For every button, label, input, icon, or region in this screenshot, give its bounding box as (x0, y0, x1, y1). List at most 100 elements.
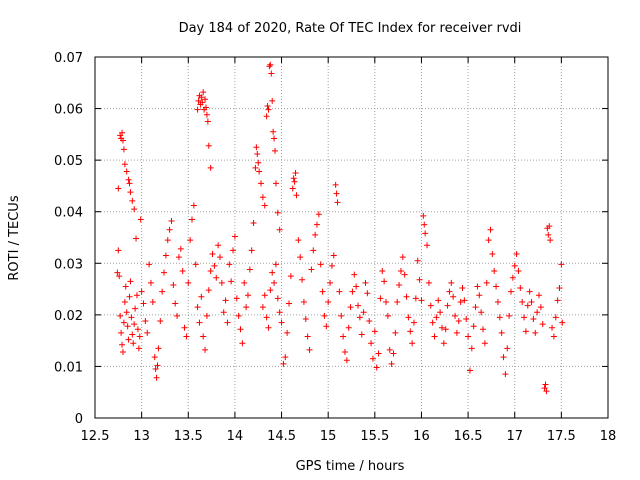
data-point (368, 340, 375, 347)
data-point (152, 366, 159, 373)
data-point (124, 323, 131, 330)
data-point (552, 314, 559, 321)
x-tick-label: 17.5 (547, 429, 576, 444)
data-point (506, 312, 513, 319)
data-point (336, 288, 343, 295)
data-point (151, 354, 158, 361)
data-point (450, 293, 457, 300)
data-point (244, 292, 251, 299)
data-point (459, 285, 466, 292)
data-point (485, 237, 492, 244)
data-point (231, 233, 238, 240)
data-point (250, 220, 257, 227)
x-tick-label: 14 (227, 429, 244, 444)
data-point (228, 278, 235, 285)
data-point (203, 111, 210, 118)
data-point (224, 319, 231, 326)
data-point (528, 298, 535, 305)
data-point (119, 341, 126, 348)
data-point (543, 388, 550, 395)
data-point (383, 298, 390, 305)
data-point (414, 257, 421, 264)
data-point (388, 360, 395, 367)
x-tick-label: 12.5 (81, 429, 110, 444)
data-point (153, 374, 160, 381)
data-point (534, 309, 541, 316)
data-point (195, 97, 202, 104)
x-tick-label: 13.5 (174, 429, 203, 444)
data-point (116, 273, 123, 280)
data-point (230, 247, 237, 254)
x-tick-label: 13 (133, 429, 150, 444)
y-tick-label: 0.03 (54, 257, 83, 272)
data-point (218, 279, 225, 286)
data-point (397, 268, 404, 275)
data-point (185, 279, 192, 286)
data-point (226, 261, 233, 268)
data-point (183, 333, 190, 340)
data-point (407, 328, 414, 335)
data-point (202, 346, 209, 353)
data-point (502, 371, 509, 378)
data-point (144, 329, 151, 336)
data-point (491, 268, 498, 275)
data-point (256, 168, 263, 175)
data-point (205, 142, 212, 149)
data-point (172, 300, 179, 307)
data-point (272, 147, 279, 154)
data-point (438, 324, 445, 331)
data-point (261, 202, 268, 209)
data-point (429, 319, 436, 326)
data-point (196, 319, 203, 326)
data-point (146, 261, 153, 268)
data-point (412, 295, 419, 302)
data-point (351, 271, 358, 278)
data-point (524, 302, 531, 309)
data-point (216, 254, 223, 261)
data-point (284, 329, 291, 336)
data-point (126, 180, 133, 187)
data-point (198, 94, 205, 101)
data-point (155, 345, 162, 352)
data-point (295, 237, 302, 244)
data-point (168, 217, 175, 224)
data-point (203, 312, 210, 319)
data-point (511, 262, 518, 269)
data-point (312, 231, 319, 238)
data-point (390, 350, 397, 357)
x-tick-label: 15 (320, 429, 337, 444)
data-point (119, 137, 126, 144)
data-point (435, 297, 442, 304)
data-point (122, 283, 129, 290)
data-point (194, 106, 201, 113)
data-point (442, 326, 449, 333)
data-point (205, 287, 212, 294)
data-point (509, 274, 516, 281)
data-point (349, 288, 356, 295)
data-point (248, 247, 255, 254)
data-point (166, 226, 173, 233)
data-point (299, 276, 306, 283)
data-point (455, 318, 462, 325)
data-point (489, 251, 496, 258)
data-point (427, 302, 434, 309)
x-tick-label: 15.5 (360, 429, 389, 444)
data-point (129, 331, 136, 338)
data-point (504, 345, 511, 352)
data-point (207, 164, 214, 171)
x-tick-label: 16.5 (454, 429, 483, 444)
data-point (289, 185, 296, 192)
data-point (356, 314, 363, 321)
data-point (202, 96, 209, 103)
data-point (136, 333, 143, 340)
data-point (133, 235, 140, 242)
data-point (292, 170, 299, 177)
data-point (375, 350, 382, 357)
data-point (265, 324, 272, 331)
data-point (120, 146, 127, 153)
data-point (140, 300, 147, 307)
data-point (125, 336, 132, 343)
x-tick-label: 14.5 (267, 429, 296, 444)
